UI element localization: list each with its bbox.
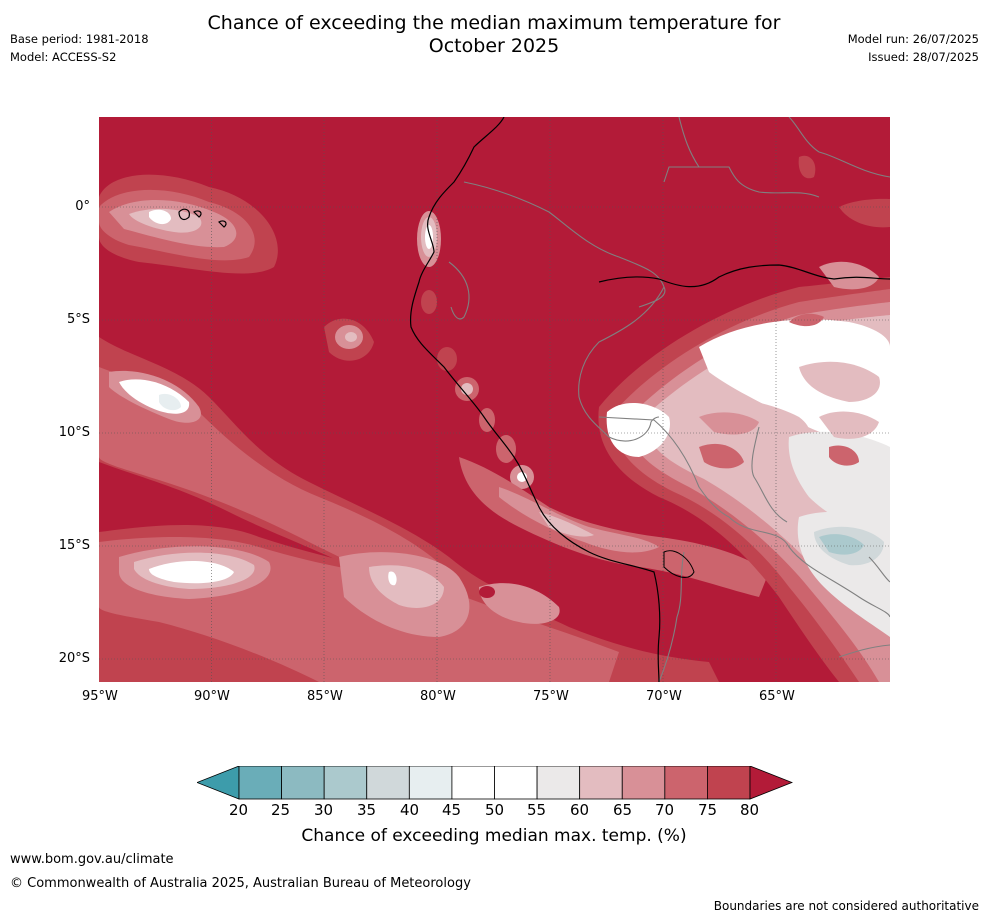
cb-tick-45: 45 [442,801,462,819]
lat-tick-20s: 20°S [58,651,90,666]
cb-tick-40: 40 [400,801,420,819]
colorbar-cell [323,766,368,800]
cb-tick-30: 30 [314,801,334,819]
lake-titicaca [663,550,695,578]
cb-tick-70: 70 [655,801,675,819]
lon-tick-75w: 75°W [533,689,569,704]
bom-climate-link[interactable]: www.bom.gov.au/climate [10,852,174,867]
cb-tick-20: 20 [229,801,249,819]
cb-tick-75: 75 [698,801,718,819]
colorbar-cell [579,766,623,800]
colorbar-cell [707,766,751,800]
boundaries-disclaimer: Boundaries are not considered authoritat… [713,899,979,913]
chart-title: Chance of exceeding the median maximum t… [0,12,988,58]
lon-tick-85w: 85°W [307,689,343,704]
lon-tick-95w: 95°W [82,689,118,704]
probability-map [99,117,890,682]
colorbar-cell [281,766,325,800]
copyright-text: © Commonwealth of Australia 2025, Austra… [10,876,471,891]
colorbar-cell [664,766,708,800]
colorbar-cell [238,766,282,800]
cb-tick-60: 60 [570,801,590,819]
cb-tick-80: 80 [740,801,760,819]
region-amazon-east [598,277,890,682]
cb-tick-50: 50 [485,801,505,819]
colorbar-cell [451,766,495,800]
country-borders [448,117,890,682]
meta-left: Base period: 1981-2018 Model: ACCESS-S2 [10,30,149,66]
lon-tick-65w: 65°W [759,689,795,704]
lon-tick-70w: 70°W [646,689,682,704]
colorbar-cell [366,766,410,800]
lon-tick-80w: 80°W [420,689,456,704]
lon-tick-90w: 90°W [194,689,230,704]
lat-tick-10s: 10°S [58,425,90,440]
region-small-spots [324,318,534,489]
colorbar-cell [621,766,666,800]
region-peru-coast [459,457,769,597]
cb-tick-35: 35 [357,801,377,819]
meta-right: Model run: 26/07/2025 Issued: 28/07/2025 [848,30,979,66]
issued-date: Issued: 28/07/2025 [868,50,979,64]
colorbar-high-extend [749,766,793,800]
cb-tick-25: 25 [271,801,291,819]
region-south-band [99,525,719,682]
map-gridlines [99,117,890,682]
model-run: Model run: 26/07/2025 [847,32,979,46]
region-northeast [798,155,890,290]
colorbar [197,766,793,800]
region-ecuador-coast [417,211,441,314]
coastlines [178,117,890,682]
colorbar-cell [536,766,581,800]
model-name: Model: ACCESS-S2 [10,50,117,64]
colorbar-cell [494,766,538,800]
colorbar-low-extend [197,766,240,800]
lat-tick-0: 0° [75,199,90,214]
title-line-1: Chance of exceeding the median maximum t… [207,12,781,34]
region-galapagos [99,174,278,274]
colorbar-cell [408,766,453,800]
colorbar-label: Chance of exceeding median max. temp. (%… [301,826,687,846]
title-line-2: October 2025 [428,35,560,57]
cb-tick-55: 55 [527,801,547,819]
cb-tick-65: 65 [613,801,633,819]
base-period: Base period: 1981-2018 [10,32,149,46]
lat-tick-15s: 15°S [58,538,90,553]
lat-tick-5s: 5°S [66,312,90,327]
